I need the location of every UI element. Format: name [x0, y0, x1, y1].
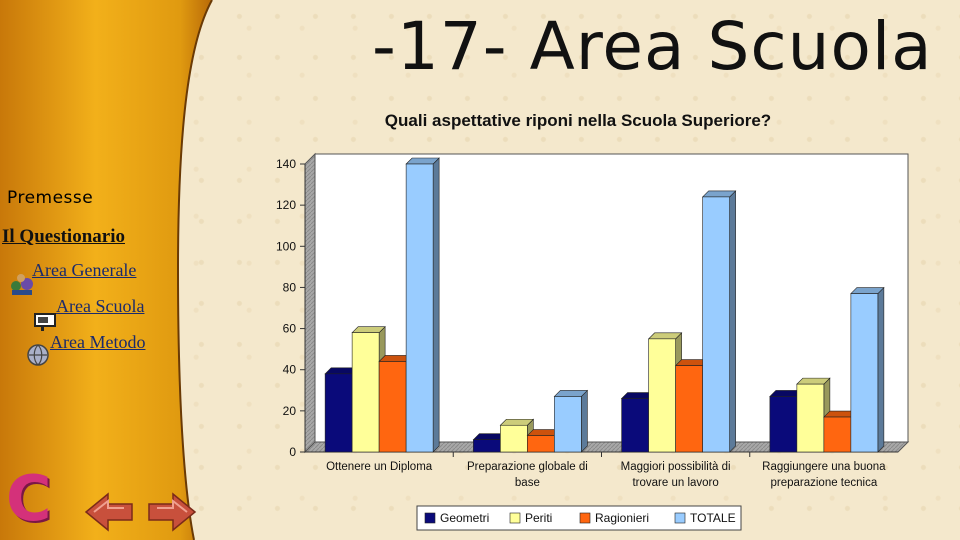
nav-area-generale[interactable]: Area Generale	[32, 260, 137, 280]
y-tick-label: 0	[289, 445, 296, 459]
bar	[621, 398, 649, 453]
bar	[378, 361, 407, 453]
bar	[796, 383, 825, 453]
legend-swatch	[674, 512, 686, 524]
x-category-label: trovare un lavoro	[632, 477, 718, 489]
bar	[405, 163, 434, 453]
legend-box	[416, 505, 742, 531]
chart-side-wall	[304, 152, 316, 454]
x-category-label: Raggiungere una buona	[762, 461, 886, 473]
bar-side	[729, 190, 736, 453]
legend-label: Ragionieri	[595, 511, 649, 525]
bar-top	[647, 332, 683, 340]
bar	[850, 293, 879, 453]
bar-side	[877, 286, 885, 453]
bar-top	[796, 377, 831, 385]
legend-label: Geometri	[440, 511, 489, 525]
arrow-right-icon[interactable]	[145, 490, 197, 534]
legend-swatch	[424, 512, 436, 524]
bar	[675, 365, 703, 453]
people-icon	[11, 274, 33, 295]
bar	[554, 396, 582, 453]
slide-title: -17- Area Scuola	[372, 8, 933, 85]
legend-label: TOTALE	[690, 511, 736, 525]
bar-side	[581, 389, 588, 453]
sidebar-panel	[0, 0, 213, 540]
y-tick-label: 20	[283, 404, 297, 418]
bar-top	[405, 157, 440, 165]
sidebar: Premesse Il Questionario Area Generale A…	[0, 0, 215, 540]
x-category-label: Maggiori possibilità di	[621, 461, 731, 473]
x-category-label: Preparazione globale di	[467, 461, 588, 473]
nav-area-metodo[interactable]: Area Metodo	[50, 332, 146, 352]
legend-swatch	[579, 512, 591, 524]
x-category-label: preparazione tecnica	[770, 477, 877, 489]
y-tick-label: 40	[283, 363, 297, 377]
bar	[823, 416, 852, 453]
c-logo: C	[6, 462, 52, 535]
bar	[769, 396, 798, 453]
bar-top	[499, 418, 535, 426]
school-desk-icon	[34, 313, 56, 331]
bar	[324, 373, 353, 453]
nav-area-scuola[interactable]: Area Scuola	[56, 296, 145, 316]
y-tick-label: 100	[276, 239, 296, 253]
bar-top	[351, 326, 386, 333]
bar-chart: Quali aspettative riponi nella Scuola Su…	[276, 111, 910, 531]
y-tick-label: 80	[283, 280, 297, 294]
bar	[351, 332, 380, 453]
x-category-label: base	[515, 477, 540, 489]
bar	[500, 424, 528, 453]
x-category-label: Ottenere un Diploma	[326, 461, 433, 473]
legend-swatch	[509, 512, 521, 524]
bar	[648, 338, 676, 453]
y-tick-label: 60	[283, 322, 297, 336]
nav-premesse[interactable]: Premesse	[7, 188, 94, 208]
globe-icon	[27, 344, 49, 366]
bar-top	[553, 390, 589, 397]
bar	[527, 435, 555, 453]
y-tick-label: 120	[276, 198, 296, 212]
bar-top	[850, 287, 885, 294]
y-tick-label: 140	[276, 157, 296, 171]
bar	[473, 439, 501, 453]
legend-label: Periti	[525, 511, 552, 525]
chart-title: Quali aspettative riponi nella Scuola Su…	[385, 111, 771, 130]
bar-side	[432, 157, 440, 453]
nav-il-questionario[interactable]: Il Questionario	[2, 226, 125, 247]
chart-legend: Geometri Periti Ragionieri TOTALE	[416, 505, 742, 531]
bar	[702, 196, 730, 453]
arrow-left-icon[interactable]	[84, 490, 136, 534]
bar-top	[701, 190, 737, 198]
